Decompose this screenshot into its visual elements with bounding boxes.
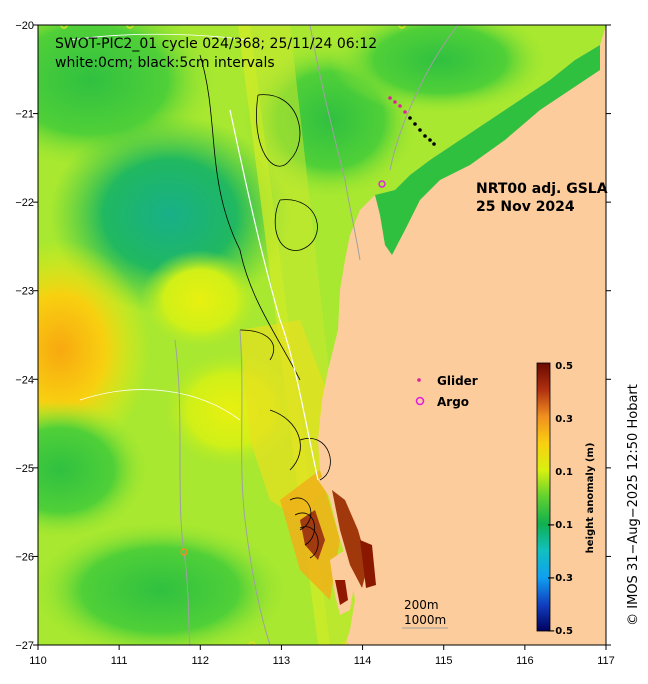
y-tick-label: −23	[15, 286, 34, 298]
x-tick-label: 113	[273, 655, 291, 667]
shark-bay-anomaly	[332, 490, 368, 588]
glider-point	[393, 100, 397, 104]
glider-legend-symbol	[417, 378, 421, 382]
shark-bay-anomaly	[335, 580, 348, 605]
colorbar-ticks: 0.5 0.3 0.1 −0.1 −0.3 −0.5	[547, 361, 573, 637]
glider-point	[423, 134, 427, 138]
argo-marker	[398, 25, 406, 29]
y-tick-label: −27	[15, 640, 34, 652]
glider-point	[403, 110, 407, 114]
x-tick-label: 110	[29, 655, 47, 667]
argo-marker	[378, 180, 386, 188]
glider-point	[428, 138, 432, 142]
x-tick-label: 111	[111, 655, 128, 667]
glider-point	[413, 122, 417, 126]
glider-point	[408, 116, 412, 120]
glider-point	[432, 142, 436, 146]
y-tick-label: −21	[15, 109, 34, 121]
sla-anomaly-patch	[240, 320, 340, 520]
sla-anomaly-patch	[38, 520, 290, 645]
argo-marker	[341, 641, 349, 645]
colorbar-tick-label: 0.5	[555, 361, 573, 372]
bathymetry-contours	[174, 25, 459, 645]
argo-marker	[126, 25, 134, 29]
x-tick-label: 115	[435, 655, 453, 667]
argo-marker	[60, 25, 68, 29]
colorbar-tick-label: −0.3	[547, 573, 573, 584]
colorbar	[536, 362, 551, 632]
depth-label-200m: 200m	[404, 598, 439, 612]
argo-marker	[248, 641, 256, 645]
glider-point	[388, 96, 392, 100]
australia-landmass	[318, 25, 606, 645]
argo-legend-label: Argo	[437, 395, 469, 409]
colorbar-tick-label: 0.3	[555, 414, 573, 425]
glider-point	[398, 104, 402, 108]
y-axis: −20 −21 −22 −23 −24 −25 −26 −27	[15, 20, 611, 652]
shark-bay-anomaly	[360, 540, 376, 588]
y-tick-label: −20	[15, 20, 34, 32]
y-tick-label: −25	[15, 463, 34, 475]
zero-contour	[69, 33, 251, 421]
glider-legend-label: Glider	[437, 374, 478, 388]
glider-point	[418, 128, 422, 132]
colorbar-tick-label: −0.1	[547, 520, 573, 531]
y-tick-label: −24	[15, 374, 34, 386]
y-tick-label: −26	[15, 551, 34, 563]
sla-anomaly-patch	[140, 250, 260, 350]
map-title: SWOT-PIC2_01 cycle 024/368; 25/11/24 06:…	[55, 36, 377, 52]
map-subtitle: white:0cm; black:5cm intervals	[55, 55, 275, 71]
coast-200m	[229, 109, 319, 481]
sla-anomaly-patch	[38, 400, 150, 540]
x-tick-label: 114	[354, 655, 372, 667]
depth-label-1000m: 1000m	[404, 613, 446, 627]
product-label: NRT00 adj. GSLA	[476, 181, 608, 197]
plot-frame	[37, 24, 607, 646]
argo-markers	[60, 25, 406, 645]
credit-text: © IMOS 31−Aug−2025 12:50 Hobart	[626, 384, 641, 626]
colorbar-tick-label: 0.1	[555, 467, 573, 478]
map-plot-area	[38, 25, 606, 645]
colorbar-label: height anomaly (m)	[585, 443, 596, 554]
x-tick-label: 112	[192, 655, 210, 667]
x-tick-label: 117	[597, 655, 615, 667]
x-tick-label: 116	[516, 655, 534, 667]
argo-marker	[180, 548, 188, 556]
nw-shelf-anomaly	[375, 45, 600, 255]
argo-legend-symbol	[415, 396, 425, 406]
sla-contours	[199, 54, 331, 559]
shark-bay-anomaly	[300, 510, 325, 560]
x-axis: 110 111 112 113 114 115 116 117	[29, 645, 615, 667]
colorbar-tick-label: −0.5	[547, 626, 573, 637]
sla-anomaly-patch	[330, 25, 550, 115]
product-date: 25 Nov 2024	[476, 199, 575, 215]
y-tick-label: −22	[15, 197, 34, 209]
glider-track	[388, 96, 436, 146]
